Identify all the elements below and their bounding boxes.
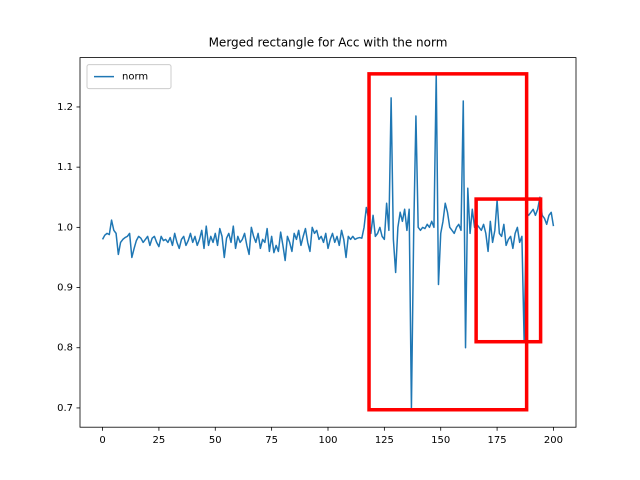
y-tick-label: 1.0 bbox=[57, 222, 73, 233]
x-tick-label: 25 bbox=[153, 435, 166, 446]
x-tick-label: 200 bbox=[544, 435, 563, 446]
highlight-rectangle bbox=[367, 72, 529, 412]
x-tick-label: 0 bbox=[99, 435, 105, 446]
y-tick-label: 1.1 bbox=[57, 162, 73, 173]
y-tick-label: 0.7 bbox=[57, 403, 73, 414]
line-series bbox=[101, 73, 555, 409]
x-tick-label: 150 bbox=[431, 435, 450, 446]
legend-box bbox=[86, 64, 172, 90]
axes-frame bbox=[79, 57, 577, 428]
x-tick-label: 100 bbox=[318, 435, 337, 446]
highlight-rectangle bbox=[474, 197, 543, 344]
x-tick-label: 175 bbox=[488, 435, 507, 446]
x-tick-label: 75 bbox=[265, 435, 278, 446]
x-tick-label: 125 bbox=[375, 435, 394, 446]
y-tick-label: 1.2 bbox=[57, 102, 73, 113]
chart-title: Merged rectangle for Acc with the norm bbox=[209, 36, 448, 50]
y-tick-label: 0.9 bbox=[57, 283, 73, 294]
y-tick-label: 0.8 bbox=[57, 343, 73, 354]
x-tick-label: 50 bbox=[209, 435, 222, 446]
legend-label: norm bbox=[122, 72, 148, 83]
